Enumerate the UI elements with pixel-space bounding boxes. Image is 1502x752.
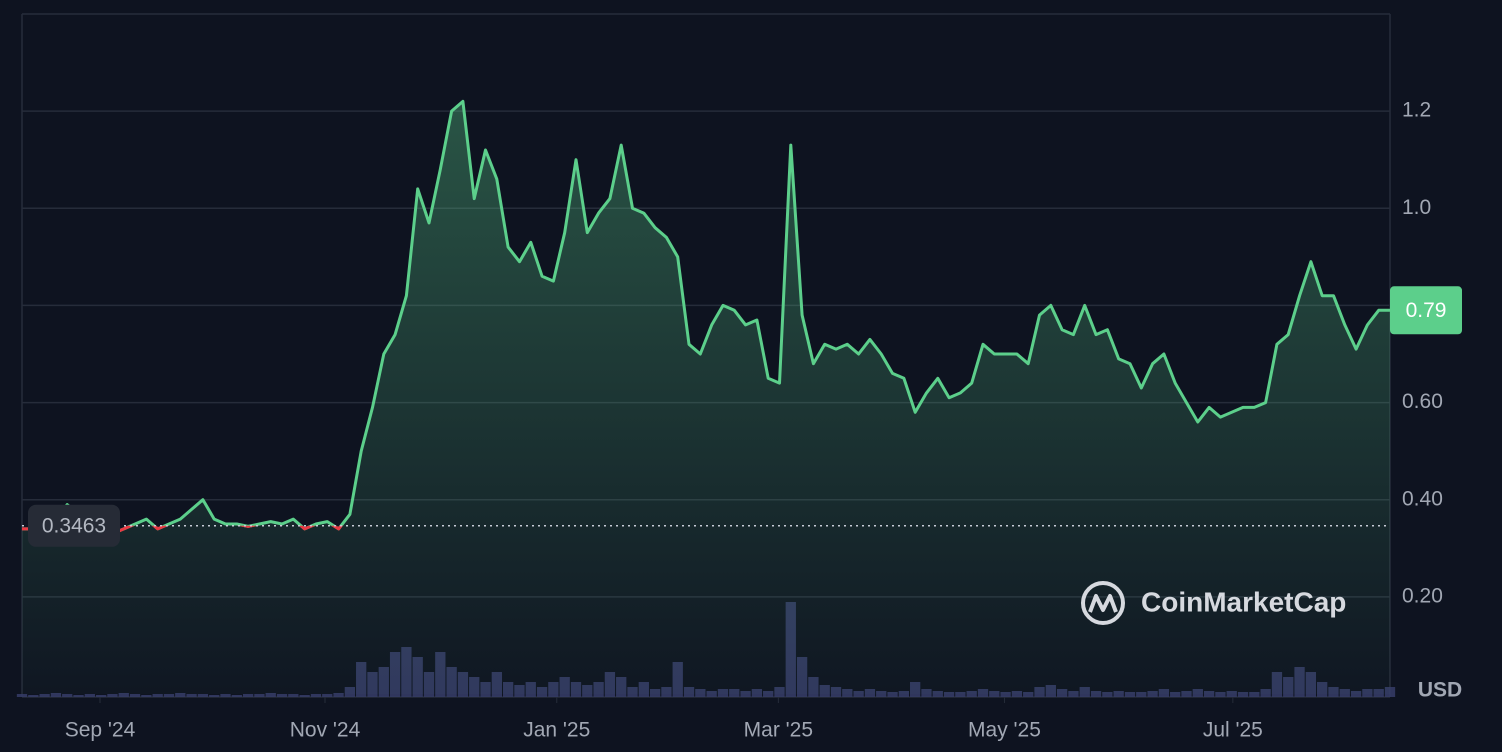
volume-bar [1136,692,1147,697]
plot: 0.3463 0.79 [22,99,1462,694]
x-tick-label: Mar '25 [744,719,813,742]
volume-bar [39,694,50,697]
x-tick-label: Jan '25 [523,719,590,742]
volume-bar [16,694,28,697]
volume-bar [242,694,254,697]
volume-bar [50,693,62,697]
watermark-logo [1081,581,1125,625]
volume-bar [95,695,107,697]
volume-bar [943,692,955,697]
volume-bar [141,695,152,697]
volume-bar [231,695,242,697]
volume-bar [1170,692,1181,697]
y-tick-label: 1.2 [1402,99,1431,122]
volume-bar [310,694,322,697]
volume-bar [118,693,129,697]
baseline-label: 0.3463 [42,514,106,537]
volume-bar [1102,692,1113,697]
volume-bar [129,694,141,697]
price-area [22,101,1390,694]
volume-bar [322,694,333,697]
watermark-text: CoinMarketCap [1141,586,1346,617]
volume-bar [163,694,175,697]
volume-bar [107,694,118,697]
volume-bar [209,695,220,697]
volume-bar [62,694,73,697]
price-line-down [22,525,343,536]
y-tick-label: 0.40 [1402,487,1443,510]
volume-bar [1023,692,1034,697]
volume-bar [1124,692,1136,697]
x-tick-label: Sep '24 [65,719,136,742]
volume-bar [28,695,39,697]
volume-bar [276,694,288,697]
baseline-badge [28,504,120,547]
volume-bar [1249,692,1260,697]
volume-bar [254,694,265,697]
volume-bar [299,695,310,697]
volume-bar [1237,692,1249,697]
volume-bar [175,693,186,697]
y-tick-label: 1.0 [1402,196,1431,219]
price-badge [1390,286,1462,335]
volume-bar [84,694,95,697]
volume-bar [73,695,84,697]
watermark-logo-mark [1088,594,1118,613]
price-label: 0.79 [1406,299,1447,322]
y-tick-label: 0.60 [1402,390,1443,413]
volume-bar [197,694,209,697]
volume-bar [1215,692,1226,697]
y-tick-label: 0.20 [1402,584,1443,607]
volume-bar [220,694,231,697]
volume-bar [1000,692,1011,697]
volume-bar [288,694,299,697]
volume-bar [152,694,163,697]
volume-bar [265,693,276,697]
x-tick-label: Jul '25 [1203,719,1263,742]
volume-bar [333,693,344,697]
currency-label: USD [1418,679,1462,702]
x-tick-label: Nov '24 [290,719,361,742]
volume-bar [186,694,197,697]
volume-bar [955,692,966,697]
x-tick-label: May '25 [968,719,1041,742]
watermark: CoinMarketCap [1081,581,1346,625]
volume-bar [887,692,898,697]
